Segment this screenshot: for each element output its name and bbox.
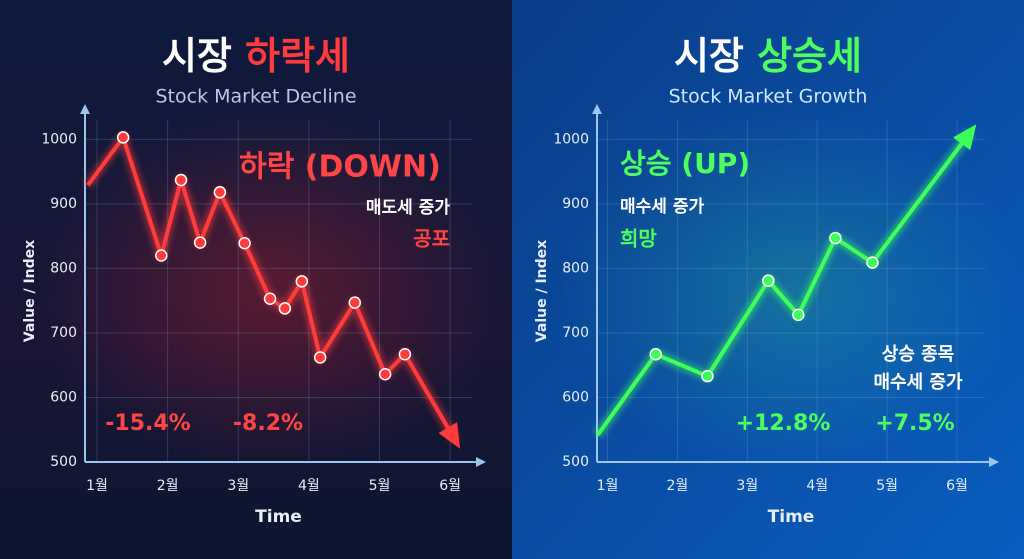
charts: 시장 하락세 Stock Market Decline 500 600 700 800 90… [22,34,999,527]
y-tick-label: 500 [562,454,589,470]
x-tick-label: 3월 [227,478,249,494]
chart-title: 시장 하락세 [162,34,350,78]
y-tick-label: 900 [562,196,589,212]
y-tick-label: 1000 [553,131,589,147]
x-tick-label: 3월 [736,478,758,494]
title-lead: 시장 [674,34,744,78]
annotation: -15.4% [105,411,190,436]
x-tick-label: 1월 [86,478,108,494]
y-tick-label: 700 [562,325,589,341]
y-tick-label: 800 [562,260,589,276]
point [866,256,879,269]
point [193,236,207,249]
point [174,173,188,187]
chart-title: 시장 상승세 [674,34,862,78]
y-tick-label: 900 [50,196,77,212]
point [762,274,775,287]
x-tick-label: 5월 [369,478,391,494]
annotation: -8.2% [233,411,303,436]
point [398,347,412,361]
annotation: 매수세 증가 [873,372,963,393]
axis-arrow [476,457,486,467]
point [213,186,227,199]
point [263,292,277,305]
point [295,275,309,288]
title-accent: 하락세 [245,34,350,78]
x-tick-label: 1월 [597,478,619,494]
line [596,131,972,437]
y-axis-label: Value / Index [534,240,550,342]
y-tick-label: 600 [562,389,589,405]
axis-arrow [80,104,90,114]
annotation: 공포 [413,227,450,251]
x-tick-label: 2월 [157,478,179,494]
annotation: 희망 [620,227,657,251]
point [155,249,168,262]
x-axis-label: Time [768,507,815,527]
arrow-head [953,124,977,151]
y-tick-label: 600 [50,389,77,405]
y-tick-label: 1000 [41,131,77,147]
point [313,351,327,364]
axis-arrow [989,457,999,467]
point [348,296,362,309]
point [701,369,714,383]
title-accent: 상승세 [757,34,862,78]
point [649,347,662,361]
point [278,302,292,315]
x-tick-label: 6월 [946,478,968,494]
x-tick-label: 4월 [806,478,828,494]
x-tick-label: 6월 [439,478,461,494]
subtitle: Stock Market Growth [669,86,868,108]
annotation: 상승 종목 [882,344,955,365]
y-tick-label: 500 [50,454,77,470]
point [378,367,392,381]
x-axis-label: Time [255,507,302,527]
y-axis-label: Value / Index [22,240,38,342]
y-tick-label: 800 [50,260,77,276]
annotation: 하락 (DOWN) [239,150,441,185]
y-tick-label: 700 [50,325,77,341]
title-lead: 시장 [162,34,232,78]
annotation: 매도세 증가 [366,198,450,218]
axis-arrow [592,104,602,114]
x-tick-label: 4월 [298,478,320,494]
annotation: 매수세 증가 [620,197,704,217]
glow [560,110,1020,470]
x-tick-label: 2월 [666,478,688,494]
point [116,131,130,144]
annotation: 상승 (UP) [620,147,750,180]
annotation: +7.5% [875,411,954,436]
point [829,231,842,245]
arrow-head [438,422,461,449]
annotation: +12.8% [736,411,831,436]
subtitle: Stock Market Decline [155,86,356,108]
point [238,236,251,250]
point [792,308,805,322]
x-tick-label: 5월 [876,478,898,494]
